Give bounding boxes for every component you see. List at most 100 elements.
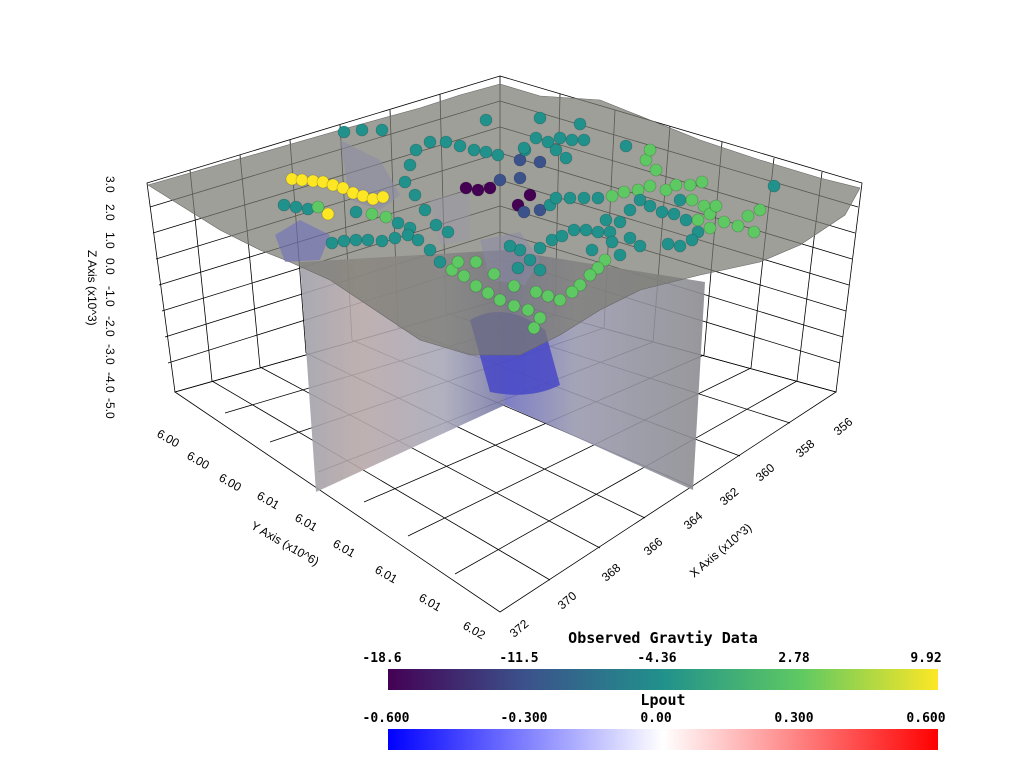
data-sphere [673, 239, 687, 253]
data-sphere [533, 155, 547, 169]
colorbar-tick: 9.92 [910, 651, 941, 666]
data-sphere [673, 193, 687, 207]
data-sphere [453, 139, 467, 153]
data-sphere [591, 261, 605, 275]
data-sphere [563, 191, 577, 205]
y-tick: 6.01 [293, 510, 321, 534]
data-sphere [591, 191, 605, 205]
data-sphere [517, 141, 531, 155]
colorbar-tick: -0.300 [501, 711, 548, 726]
x-tick: 370 [555, 588, 580, 612]
data-sphere [423, 243, 437, 257]
data-sphere [408, 188, 422, 202]
colorbar-observed-gravity: Observed Gravtiy Data -18.6 -11.5 -4.36 … [362, 629, 942, 690]
data-sphere [533, 241, 547, 255]
data-sphere [598, 253, 612, 267]
data-sphere [433, 255, 447, 269]
z-tick: -3.0 [103, 344, 117, 365]
y-tick: 6.01 [331, 536, 359, 560]
data-sphere [321, 207, 335, 221]
data-sphere [529, 285, 543, 299]
data-sphere [523, 188, 537, 202]
data-sphere [585, 243, 599, 257]
data-sphere [289, 200, 303, 214]
data-sphere [577, 191, 591, 205]
data-sphere [467, 143, 481, 157]
data-sphere [533, 203, 547, 217]
data-sphere [398, 175, 412, 189]
data-sphere [493, 173, 507, 187]
y-tick: 6.00 [155, 426, 183, 450]
data-sphere [337, 234, 351, 248]
z-axis: 3.0 2.0 1.0 0.0 -1.0 -2.0 -3.0 -4.0 -5.0… [85, 176, 117, 419]
colorbar-gradient [388, 669, 938, 690]
data-sphere [767, 179, 781, 193]
data-sphere [741, 209, 755, 223]
data-sphere [565, 133, 579, 147]
data-sphere [605, 235, 619, 249]
colorbar-title: Observed Gravtiy Data [568, 629, 758, 647]
data-sphere [409, 143, 423, 157]
data-sphere [513, 153, 527, 167]
y-tick: 6.02 [461, 618, 489, 642]
data-sphere [555, 229, 569, 243]
data-sphere [659, 183, 673, 197]
colorbar-tick: 0.600 [906, 711, 945, 726]
data-sphere [583, 268, 597, 282]
colorbar-tick: -18.6 [362, 651, 401, 666]
data-sphere [349, 233, 363, 247]
data-sphere [613, 248, 627, 262]
data-sphere [717, 215, 731, 229]
data-sphere [507, 299, 521, 313]
data-sphere [483, 181, 497, 195]
data-sphere [469, 255, 483, 269]
data-sphere [513, 171, 527, 185]
y-tick: 6.00 [217, 470, 245, 494]
z-tick: -1.0 [103, 286, 117, 307]
data-sphere [375, 123, 389, 137]
data-sphere [649, 163, 663, 177]
data-sphere [685, 193, 699, 207]
data-sphere [379, 210, 393, 224]
data-sphere [579, 223, 593, 237]
x-tick: 366 [641, 534, 666, 558]
data-sphere [643, 179, 657, 193]
data-sphere [491, 148, 505, 162]
data-sphere [277, 198, 291, 212]
colorbar-tick: 0.00 [640, 711, 671, 726]
data-sphere [613, 215, 627, 229]
data-sphere [549, 143, 563, 157]
data-sphere [529, 131, 543, 145]
data-sphere [599, 213, 613, 227]
colorbar-tick: 2.78 [778, 651, 809, 666]
gravity-data-points [277, 111, 781, 335]
data-sphere [418, 203, 432, 217]
data-sphere [667, 207, 681, 221]
data-sphere [633, 239, 647, 253]
z-tick: 1.0 [103, 232, 117, 249]
z-tick: -5.0 [103, 398, 117, 419]
data-sphere [376, 190, 390, 204]
data-sphere [709, 199, 723, 213]
data-sphere [623, 231, 637, 245]
data-sphere [619, 139, 633, 153]
data-sphere [655, 205, 669, 219]
data-sphere [403, 158, 417, 172]
data-sphere [533, 263, 547, 277]
data-sphere [503, 239, 517, 253]
data-sphere [517, 205, 531, 219]
x-tick: 364 [681, 508, 706, 532]
colorbar-tick: -4.36 [637, 651, 676, 666]
y-tick: 6.01 [255, 488, 283, 512]
data-sphere [411, 233, 425, 247]
x-tick: 360 [753, 460, 778, 484]
colorbar-title: Lpout [640, 691, 685, 709]
data-sphere [567, 223, 581, 237]
data-sphere [565, 285, 579, 299]
data-sphere [633, 193, 647, 207]
data-sphere [549, 191, 563, 205]
x-tick: 362 [717, 484, 742, 508]
data-sphere [617, 185, 631, 199]
